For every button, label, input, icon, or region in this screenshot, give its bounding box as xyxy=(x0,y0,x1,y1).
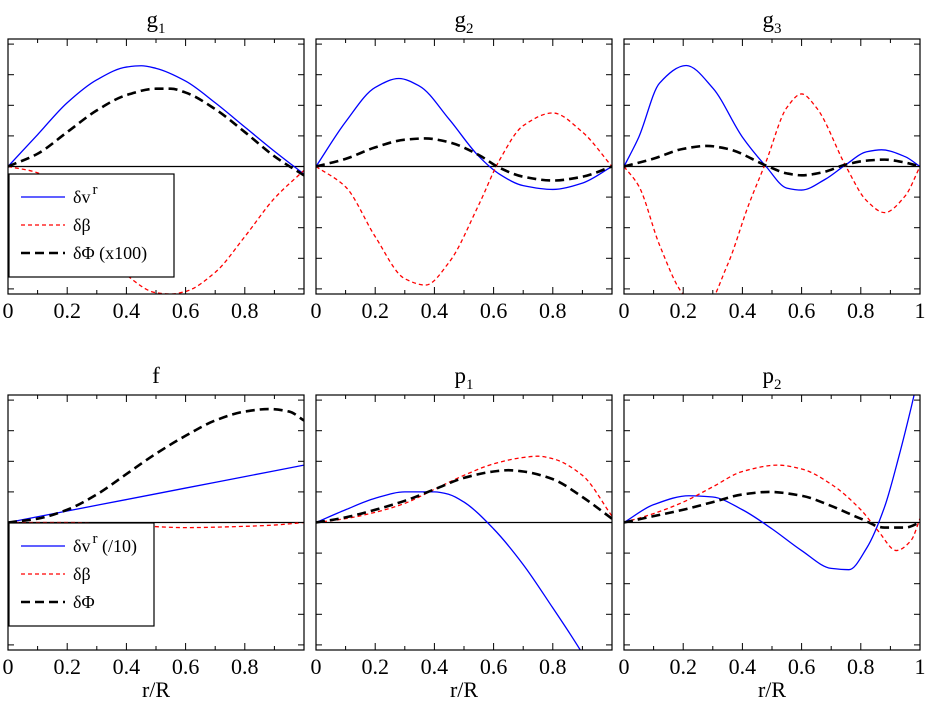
x-tick-label: 0 xyxy=(311,298,322,323)
x-tick-label: 1 xyxy=(915,654,926,679)
plot-area xyxy=(624,395,920,571)
plot-area xyxy=(624,64,920,294)
panel-g3: 0 0.2 0.4 0.6 0.8 1 g3 xyxy=(619,7,926,323)
x-tick-label: 0.2 xyxy=(53,654,81,679)
x-tick-label: 0.2 xyxy=(361,298,389,323)
panel-title-base: p xyxy=(455,363,467,388)
x-tick-label: 0.4 xyxy=(113,654,141,679)
x-tick-label: 0.2 xyxy=(53,298,81,323)
legend-label-text: δv xyxy=(73,536,90,556)
series-line-db xyxy=(316,455,612,524)
legend-box xyxy=(8,522,155,627)
series-line-dphi xyxy=(316,137,612,182)
legend-label-dv: δv r xyxy=(73,182,97,207)
panel-p2: 0 0.2 0.4 0.6 0.8 1 p2 r/R xyxy=(619,363,926,702)
series-line-db xyxy=(624,93,920,294)
panel-title-base: g xyxy=(763,7,775,32)
legend-label-text: δβ xyxy=(73,215,91,235)
legend-label-dphi: δΦ (x100) xyxy=(73,243,147,264)
series-line-dv xyxy=(316,491,582,650)
legend-label-text: δΦ xyxy=(73,592,95,612)
series-line-dphi xyxy=(316,468,612,524)
series-line-db xyxy=(316,112,612,286)
x-tick-label: 0.4 xyxy=(729,298,757,323)
legend-label-text: δβ xyxy=(73,564,91,584)
plot-area xyxy=(316,77,612,286)
x-tick-label: 1 xyxy=(915,298,926,323)
series-line-dv xyxy=(316,77,612,191)
panel-title-base: f xyxy=(152,363,160,388)
legend-label-db: δβ xyxy=(73,215,91,235)
legend-label-superscript: r xyxy=(92,531,97,547)
panel-title: p2 xyxy=(763,363,782,393)
x-tick-label: 0.2 xyxy=(669,654,697,679)
panel-title-subscript: 2 xyxy=(774,377,782,393)
series-line-db xyxy=(624,464,920,552)
panel-title: p1 xyxy=(455,363,474,393)
x-tick-label: 0.2 xyxy=(669,298,697,323)
series-line-dv xyxy=(8,464,304,524)
x-axis-label: r/R xyxy=(450,677,478,702)
panel-title-subscript: 2 xyxy=(466,21,474,37)
series-line-dv xyxy=(8,65,304,175)
plot-area xyxy=(316,455,612,650)
x-tick-label: 0.8 xyxy=(231,654,259,679)
series-line-dphi xyxy=(624,144,920,177)
panel-title: g3 xyxy=(763,7,782,37)
panel-title-base: g xyxy=(147,7,159,32)
series-line-dv xyxy=(624,395,915,571)
legend: δv r (/10) δβ δΦ xyxy=(8,522,155,627)
x-tick-label: 0.6 xyxy=(172,654,200,679)
legend-label-suffix: (/10) xyxy=(97,536,137,557)
x-axis-label: r/R xyxy=(142,677,170,702)
x-axis-label: r/R xyxy=(758,677,786,702)
panel-title: f xyxy=(152,363,160,388)
x-tick-label: 0.8 xyxy=(539,298,567,323)
x-tick-label: 0.8 xyxy=(539,654,567,679)
x-tick-label: 0.8 xyxy=(231,298,259,323)
x-tick-label: 0.2 xyxy=(361,654,389,679)
x-tick-label: 0.6 xyxy=(788,654,816,679)
legend-label-db: δβ xyxy=(73,564,91,584)
x-tick-label: 0.6 xyxy=(480,298,508,323)
x-tick-label: 0.4 xyxy=(421,654,449,679)
legend-label-text: δΦ (x100) xyxy=(73,243,147,264)
panel-title-subscript: 1 xyxy=(466,377,474,393)
series-line-dphi xyxy=(8,87,304,177)
panel-g2: 0 0.2 0.4 0.6 0.8 g2 xyxy=(311,7,613,323)
x-tick-label: 0.6 xyxy=(480,654,508,679)
x-tick-label: 0.6 xyxy=(788,298,816,323)
plot-area xyxy=(8,407,304,529)
panel-title: g2 xyxy=(455,7,474,37)
panel-title-base: g xyxy=(455,7,467,32)
series-line-dv xyxy=(624,64,920,191)
series-line-dphi xyxy=(624,490,920,529)
legend-label-text: δv xyxy=(73,187,90,207)
panel-g1: 0 0.2 0.4 0.6 0.8 g1 δv r δβ δΦ (x100) xyxy=(3,7,305,323)
x-tick-label: 0 xyxy=(619,298,630,323)
legend-label-superscript: r xyxy=(92,182,97,198)
panel-title-subscript: 1 xyxy=(158,21,166,37)
x-tick-label: 0 xyxy=(311,654,322,679)
x-tick-label: 0.8 xyxy=(847,298,875,323)
legend-label-dphi: δΦ xyxy=(73,592,95,612)
x-tick-label: 0 xyxy=(3,654,14,679)
x-tick-label: 0.4 xyxy=(421,298,449,323)
x-tick-label: 0.4 xyxy=(729,654,757,679)
panel-title-subscript: 3 xyxy=(774,21,782,37)
panel-f: 0 0.2 0.4 0.6 0.8 f r/R δv r (/10) δβ δΦ xyxy=(3,363,305,702)
panel-p1: 0 0.2 0.4 0.6 0.8 p1 r/R xyxy=(311,363,613,702)
x-tick-label: 0.4 xyxy=(113,298,141,323)
x-tick-label: 0 xyxy=(3,298,14,323)
legend: δv r δβ δΦ (x100) xyxy=(8,173,175,278)
panel-title-base: p xyxy=(763,363,775,388)
legend-label-dv: δv r (/10) xyxy=(73,531,137,557)
x-tick-label: 0.6 xyxy=(172,298,200,323)
series-line-dphi xyxy=(8,407,304,524)
panel-title: g1 xyxy=(147,7,166,37)
x-tick-label: 0.8 xyxy=(847,654,875,679)
x-tick-label: 0 xyxy=(619,654,630,679)
